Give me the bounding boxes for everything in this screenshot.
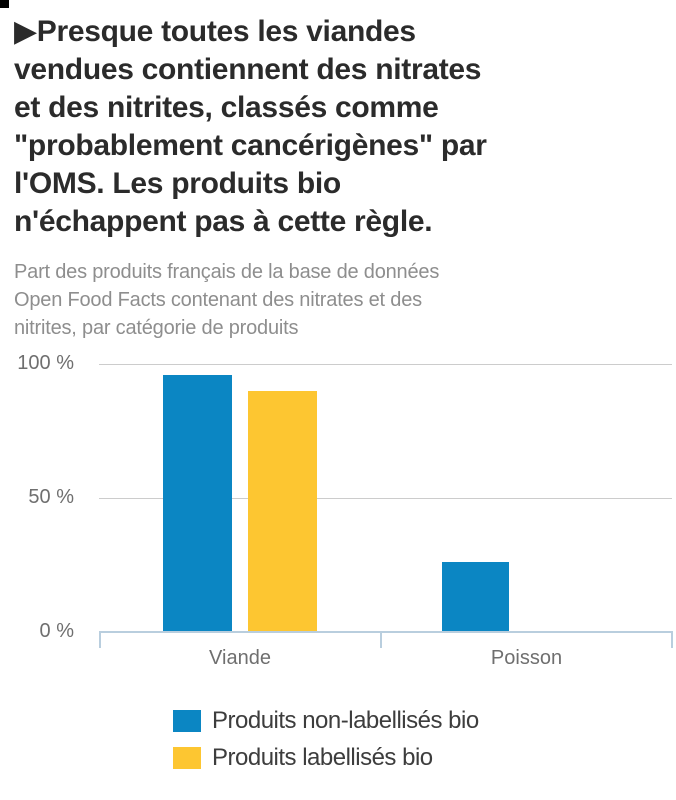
gridline-50 bbox=[99, 498, 672, 499]
legend-swatch-blue bbox=[173, 710, 201, 732]
x-axis-line bbox=[99, 631, 673, 633]
chart-title: ▶Presque toutes les viandes vendues cont… bbox=[14, 13, 664, 241]
legend-item-bio: Produits labellisés bio bbox=[173, 745, 479, 771]
gridline-100 bbox=[99, 364, 672, 365]
legend-label: Produits labellisés bio bbox=[212, 744, 433, 771]
chart-title-line: vendues contiennent des nitrates bbox=[14, 53, 482, 86]
chart-title-line: et des nitrites, classés comme bbox=[14, 91, 439, 124]
x-axis-tick-middle bbox=[380, 631, 382, 648]
bar-viande-bio bbox=[248, 391, 317, 632]
category-label-poisson: Poisson bbox=[490, 647, 563, 669]
chart-subtitle-line: Part des produits français de la base de… bbox=[14, 261, 440, 283]
chart-subtitle-line: nitrites, par catégorie de produits bbox=[14, 317, 299, 339]
chart-title-line: n'échappent pas à cette règle. bbox=[14, 205, 433, 238]
legend-swatch-yellow bbox=[173, 747, 201, 769]
chart-legend: Produits non-labellisés bio Produits lab… bbox=[173, 708, 479, 782]
legend-item-non-bio: Produits non-labellisés bio bbox=[173, 708, 479, 734]
category-label-viande: Viande bbox=[209, 647, 271, 669]
y-axis-label-0: 0 % bbox=[39, 620, 74, 642]
x-axis-tick-left bbox=[99, 631, 101, 648]
chart-subtitle-line: Open Food Facts contenant des nitrates e… bbox=[14, 289, 422, 311]
chart-title-line: l'OMS. Les produits bio bbox=[14, 167, 341, 200]
corner-mark bbox=[0, 0, 9, 8]
x-axis-tick-right bbox=[671, 631, 673, 648]
chart-title-line: "probablement cancérigènes" par bbox=[14, 129, 487, 162]
legend-label: Produits non-labellisés bio bbox=[212, 707, 479, 734]
y-axis-label-100: 100 % bbox=[17, 352, 74, 374]
y-axis-label-50: 50 % bbox=[28, 486, 74, 508]
bar-viande-non-bio bbox=[163, 375, 232, 632]
chart-title-line: ▶Presque toutes les viandes bbox=[14, 15, 416, 48]
chart-subtitle: Part des produits français de la base de… bbox=[14, 258, 654, 342]
bar-poisson-non-bio bbox=[442, 562, 509, 632]
